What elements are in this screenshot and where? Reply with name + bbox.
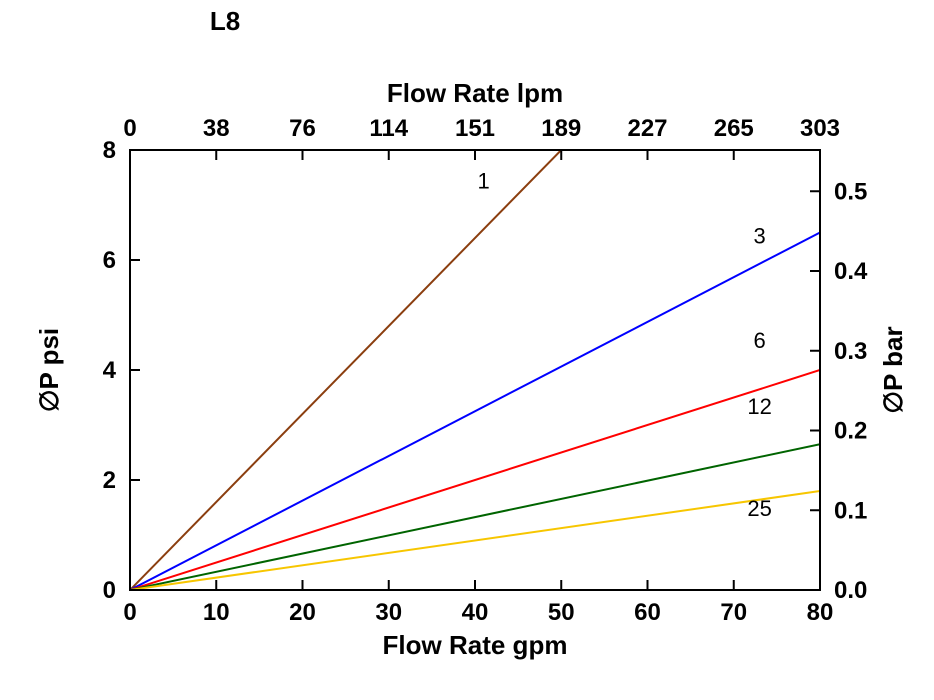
x-top-tick-label: 265 [714,115,754,142]
y-right-tick-label: 0.4 [834,258,868,285]
series-label-12: 12 [747,394,771,419]
chart-svg: 01020304050607080Flow Rate gpm0387611415… [0,0,934,700]
y-right-tick-label: 0.2 [834,418,867,445]
y-left-title: ∅P psi [34,328,64,412]
x-bottom-tick-label: 20 [289,599,316,626]
x-bottom-tick-label: 70 [720,599,747,626]
y-left-tick-label: 0 [103,577,116,604]
chart-title: L8 [210,6,240,36]
x-top-tick-label: 227 [627,115,667,142]
x-bottom-tick-label: 10 [203,599,230,626]
series-label-1: 1 [478,169,490,194]
y-right-tick-label: 0.3 [834,338,867,365]
y-right-tick-label: 0.1 [834,497,867,524]
x-top-tick-label: 151 [455,115,495,142]
x-top-tick-label: 38 [203,115,230,142]
series-label-6: 6 [754,328,766,353]
x-top-tick-label: 0 [123,115,136,142]
x-top-tick-label: 303 [800,115,840,142]
y-left-tick-label: 4 [103,357,117,384]
x-top-tick-label: 114 [369,115,408,142]
series-label-25: 25 [747,496,771,521]
x-bottom-tick-label: 30 [375,599,402,626]
x-bottom-tick-label: 40 [462,599,489,626]
pressure-flow-chart: 01020304050607080Flow Rate gpm0387611415… [0,0,934,700]
series-label-3: 3 [754,224,766,249]
y-right-tick-label: 0.0 [834,577,867,604]
x-bottom-tick-label: 80 [807,599,834,626]
y-right-tick-label: 0.5 [834,178,867,205]
x-bottom-tick-label: 60 [634,599,661,626]
x-top-title: Flow Rate lpm [387,78,563,108]
y-left-tick-label: 6 [103,247,116,274]
x-top-tick-label: 189 [541,115,581,142]
x-bottom-title: Flow Rate gpm [383,630,568,660]
x-top-tick-label: 76 [289,115,316,142]
y-right-title: ∅P bar [878,326,908,413]
y-left-tick-label: 8 [103,137,116,164]
y-left-tick-label: 2 [103,467,116,494]
x-bottom-tick-label: 50 [548,599,575,626]
x-bottom-tick-label: 0 [123,599,136,626]
